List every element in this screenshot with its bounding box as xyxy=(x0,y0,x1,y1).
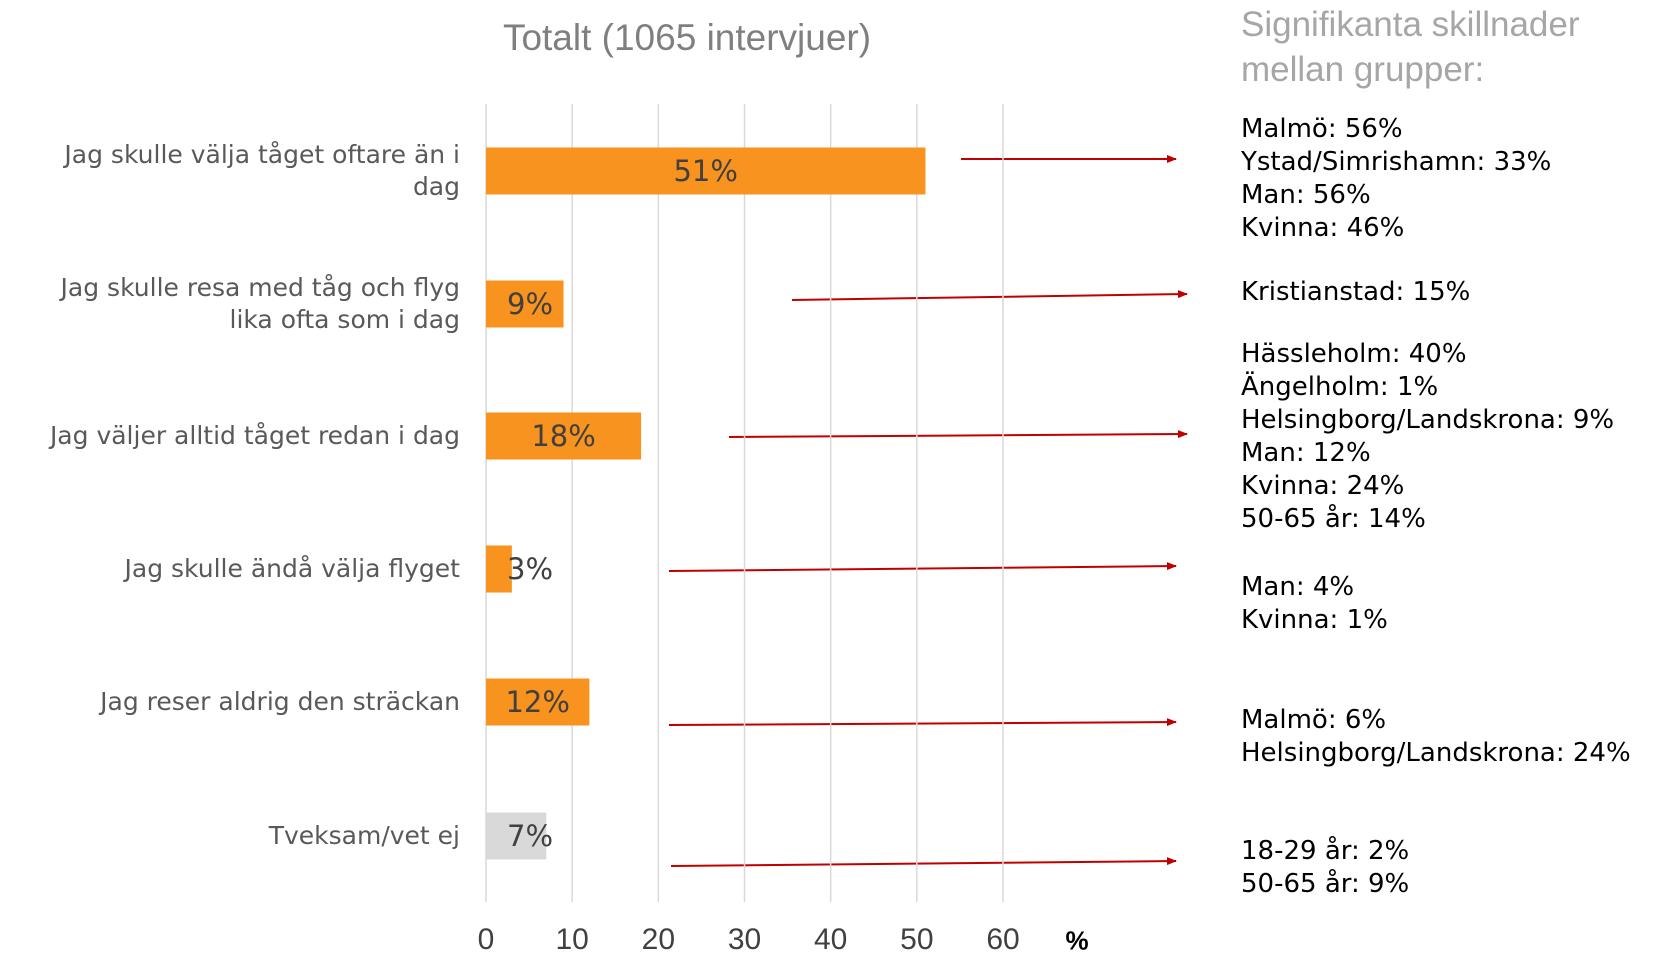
annotation: Malmö: 6% xyxy=(1241,705,1387,735)
annotation: Man: 4% xyxy=(1241,572,1355,602)
annotation: Ängelholm: 1% xyxy=(1241,372,1439,402)
value-label: 9% xyxy=(506,287,554,321)
bar xyxy=(486,412,642,460)
annotation: Kvinna: 24% xyxy=(1241,471,1405,501)
chart-title: Totalt (1065 intervjuer) xyxy=(502,17,872,58)
x-tick-label: 20 xyxy=(641,923,676,953)
annotation: 18-29 år: 2% xyxy=(1241,836,1410,866)
arrow xyxy=(670,857,1177,867)
value-label: 12% xyxy=(505,685,570,719)
annotation: Kvinna: 1% xyxy=(1241,605,1388,635)
category-label: Jag reser aldrig den sträckan xyxy=(100,687,460,716)
annotation: Hässleholm: 40% xyxy=(1241,339,1467,369)
x-tick-label: 60 xyxy=(986,923,1020,953)
annotation: Man: 56% xyxy=(1241,180,1371,210)
annotation: Kvinna: 46% xyxy=(1241,213,1405,243)
x-tick-label: 0 xyxy=(477,923,495,953)
category-label: Jag skulle resa med tåg och flyg lika of… xyxy=(60,273,460,334)
x-tick-label: 10 xyxy=(555,923,589,953)
bar xyxy=(486,678,590,726)
arrow xyxy=(791,290,1188,301)
bar xyxy=(486,545,512,593)
value-label: 3% xyxy=(506,552,554,586)
arrow xyxy=(728,430,1188,439)
annotation: Ystad/Simrishamn: 33% xyxy=(1241,147,1552,177)
value-label: 51% xyxy=(673,154,738,188)
arrow xyxy=(668,562,1177,572)
bar xyxy=(486,812,547,860)
x-tick-label: 50 xyxy=(900,923,934,953)
annotation: Malmö: 56% xyxy=(1241,114,1403,144)
x-tick-label: 30 xyxy=(727,923,762,953)
bar xyxy=(486,147,926,195)
annotation-title: Signifikanta skillnader mellan grupper: xyxy=(1241,5,1580,89)
value-label: 7% xyxy=(506,819,554,853)
arrows xyxy=(668,155,1188,867)
annotation: Kristianstad: 15% xyxy=(1241,277,1471,307)
category-label: Jag väljer alltid tåget redan i dag xyxy=(49,421,460,450)
category-label: Tveksam/vet ej xyxy=(268,821,460,850)
annotation: Helsingborg/Landskrona: 24% xyxy=(1241,738,1631,768)
x-tick-label: 40 xyxy=(813,923,848,953)
annotation: 50-65 år: 9% xyxy=(1241,869,1410,899)
category-label: Jag skulle ändå välja flyget xyxy=(124,554,460,583)
bar xyxy=(486,280,564,328)
category-label: Jag skulle välja tåget oftare än i dag xyxy=(64,140,460,201)
x-unit: % xyxy=(1065,925,1089,953)
value-label: 18% xyxy=(531,419,596,453)
annotation: Helsingborg/Landskrona: 9% xyxy=(1241,405,1615,435)
arrow xyxy=(668,718,1177,727)
annotation: Man: 12% xyxy=(1241,438,1371,468)
annotation: 50-65 år: 14% xyxy=(1241,504,1426,534)
